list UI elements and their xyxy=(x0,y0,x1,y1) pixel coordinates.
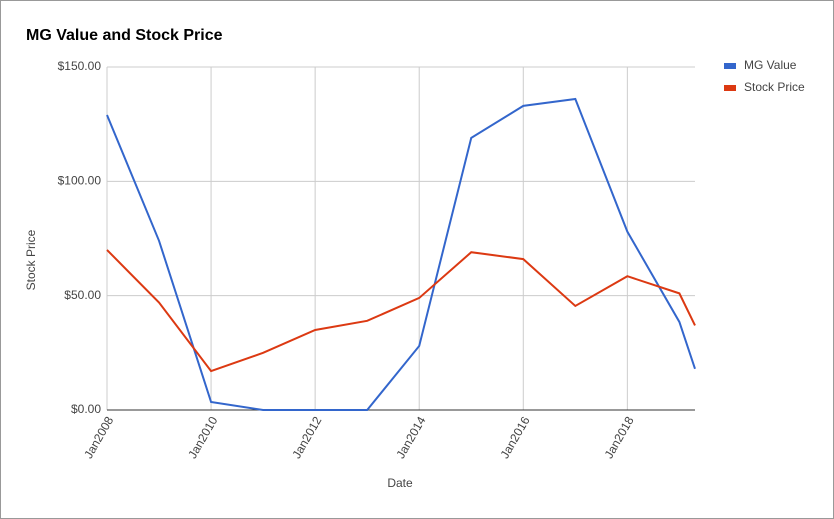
y-tick-label: $0.00 xyxy=(71,402,101,416)
legend-label: MG Value xyxy=(744,58,797,72)
chart-title: MG Value and Stock Price xyxy=(26,27,223,44)
legend-swatch xyxy=(724,85,736,91)
y-tick-label: $50.00 xyxy=(64,288,101,302)
y-tick-label: $100.00 xyxy=(58,174,102,188)
y-tick-label: $150.00 xyxy=(58,59,102,73)
legend-label: Stock Price xyxy=(744,80,805,94)
line xyxy=(106,97,696,411)
y-axis-label: Stock Price xyxy=(24,229,38,290)
line xyxy=(106,249,696,373)
x-axis-label: Date xyxy=(387,476,413,490)
legend-swatch xyxy=(724,63,736,69)
